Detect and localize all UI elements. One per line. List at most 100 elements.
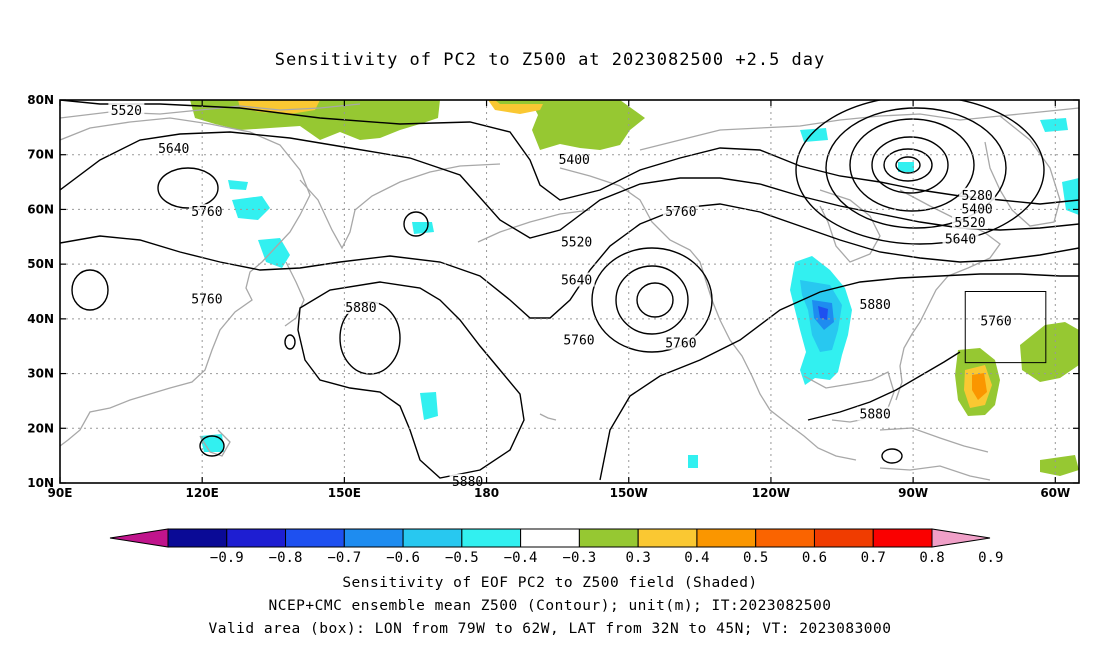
lat-tick-label: 20N: [27, 421, 54, 435]
contour-label-bg: [449, 473, 486, 488]
lat-tick-label: 50N: [27, 257, 54, 271]
contour-low-japan: [284, 334, 296, 350]
contour-label: 5760: [665, 336, 696, 351]
colorbar-label: 0.4: [684, 550, 709, 566]
contour-label-bg: [342, 299, 379, 314]
coast-alaska: [559, 167, 857, 461]
contour-label: 5640: [945, 233, 976, 248]
colorbar-label: −0.7: [327, 550, 361, 566]
colorbar-label: 0.3: [626, 550, 651, 566]
shade-cyan-small-7: [1040, 118, 1068, 132]
shade-cyan-small-11: [688, 455, 698, 468]
contour-label: 5760: [980, 315, 1011, 330]
lat-tick-label: 30N: [27, 367, 54, 381]
contour-label: 5880: [345, 301, 376, 316]
contour-label: 5760: [191, 293, 222, 308]
contour-label-bg: [556, 152, 593, 167]
colorbar-swatch: [402, 528, 463, 548]
caption-line-1: Sensitivity of EOF PC2 to Z500 field (Sh…: [342, 575, 758, 591]
contour-label-bg: [959, 187, 996, 202]
contour-label-bg: [560, 332, 597, 347]
contour-label: 5520: [111, 104, 142, 119]
contour-5760-high-pacific-inner: [615, 265, 689, 335]
colorbar-extend-left: [109, 528, 169, 548]
colorbar: −0.9 −0.8 −0.7 −0.6 −0.5 −0.4 −0.3 0.3 0.4 0.5 0.6…: [109, 528, 1003, 566]
shade-orange-atlantic: [972, 373, 987, 400]
lat-tick-label: 10N: [27, 476, 54, 490]
contour-label: 5400: [961, 202, 992, 217]
lon-tick-label: 90W: [898, 486, 928, 500]
shade-cyan-small-6: [898, 162, 914, 172]
shade-cyan-small-4: [412, 222, 434, 234]
contour-low-caribbean: [881, 448, 903, 464]
colorbar-swatch: [343, 528, 404, 548]
contour-labels: 5520564057605760588054005520564057605760…: [108, 102, 1015, 490]
lon-tick-label: 180: [474, 486, 499, 500]
colorbar-label: −0.4: [504, 550, 538, 566]
colorbar-label: 0.7: [861, 550, 886, 566]
colorbar-swatch: [520, 528, 580, 548]
coast-japan: [284, 261, 305, 327]
chart-title: Sensitivity of PC2 to Z500 at 2023082500…: [274, 50, 826, 70]
z500-contours: [60, 100, 1079, 481]
contour-label: 5520: [954, 216, 985, 231]
contour-label-bg: [959, 201, 996, 216]
contour-label: 5760: [665, 205, 696, 220]
contour-label: 5760: [563, 334, 594, 349]
contour-label-bg: [857, 406, 894, 421]
caption-line-3: Valid area (box): LON from 79W to 62W, L…: [208, 621, 892, 637]
contour-label: 5880: [860, 298, 891, 313]
contour-5760-high-pacific: [591, 247, 713, 353]
lon-tick-label: 60W: [1040, 486, 1070, 500]
colorbar-swatch: [637, 528, 698, 548]
shade-green-arctic-small: [495, 100, 560, 104]
lon-tick-label: 120W: [752, 486, 790, 500]
contour-5280-core: [895, 156, 921, 174]
contour-label: 5400: [559, 153, 590, 168]
contour-label-bg: [558, 272, 595, 287]
coast-caribbean: [879, 427, 989, 453]
contour-label-bg: [951, 215, 988, 230]
shade-cyan-small-1: [228, 180, 248, 190]
colorbar-label: −0.8: [269, 550, 303, 566]
coast-hudson: [819, 189, 881, 263]
contour-label-bg: [942, 231, 979, 246]
grid-lines: [60, 100, 1079, 483]
contour-5280-inner: [883, 148, 933, 182]
lon-tick-label: 120E: [186, 486, 219, 500]
colorbar-label: −0.5: [445, 550, 479, 566]
colorbar-swatch: [578, 528, 639, 548]
coast-aleutian: [477, 209, 591, 243]
colorbar-extend-right: [931, 528, 991, 548]
lon-tick-label: 150E: [328, 486, 361, 500]
contour-low-small: [403, 211, 429, 237]
contour-label: 5760: [191, 205, 222, 220]
shade-cyan-small-8: [1062, 178, 1079, 215]
contour-label: 5640: [561, 274, 592, 289]
colorbar-swatch: [813, 528, 874, 548]
shade-cyan-small-5: [420, 392, 438, 420]
contour-label: 5520: [561, 235, 592, 250]
lon-tick-label: 150W: [610, 486, 648, 500]
lon-tick-label: 90E: [48, 486, 73, 500]
contour-label-bg: [857, 297, 894, 312]
colorbar-swatch: [755, 528, 815, 548]
coast-greenland: [984, 115, 1061, 227]
valid-area-box: [964, 291, 1047, 364]
lat-tick-label: 40N: [27, 312, 54, 326]
contour-5400: [849, 118, 975, 212]
shade-green-arctic-central: [530, 100, 645, 150]
colorbar-label: 0.5: [743, 550, 768, 566]
colorbar-label: −0.6: [386, 550, 420, 566]
colorbar-swatch: [696, 528, 757, 548]
colorbar-label: 0.8: [919, 550, 944, 566]
contour-5640: [60, 131, 1079, 239]
colorbar-label: −0.3: [563, 550, 597, 566]
coast-hawaii: [539, 413, 557, 421]
contour-5520-outer: [795, 100, 1045, 245]
contour-5880-east: [599, 273, 1079, 481]
shade-cyan-small-9: [800, 128, 828, 142]
contour-5760-low-asia: [157, 167, 219, 209]
shade-darkblue-us-core: [818, 306, 828, 320]
caption-line-2: NCEP+CMC ensemble mean Z500 (Contour); u…: [268, 598, 832, 614]
